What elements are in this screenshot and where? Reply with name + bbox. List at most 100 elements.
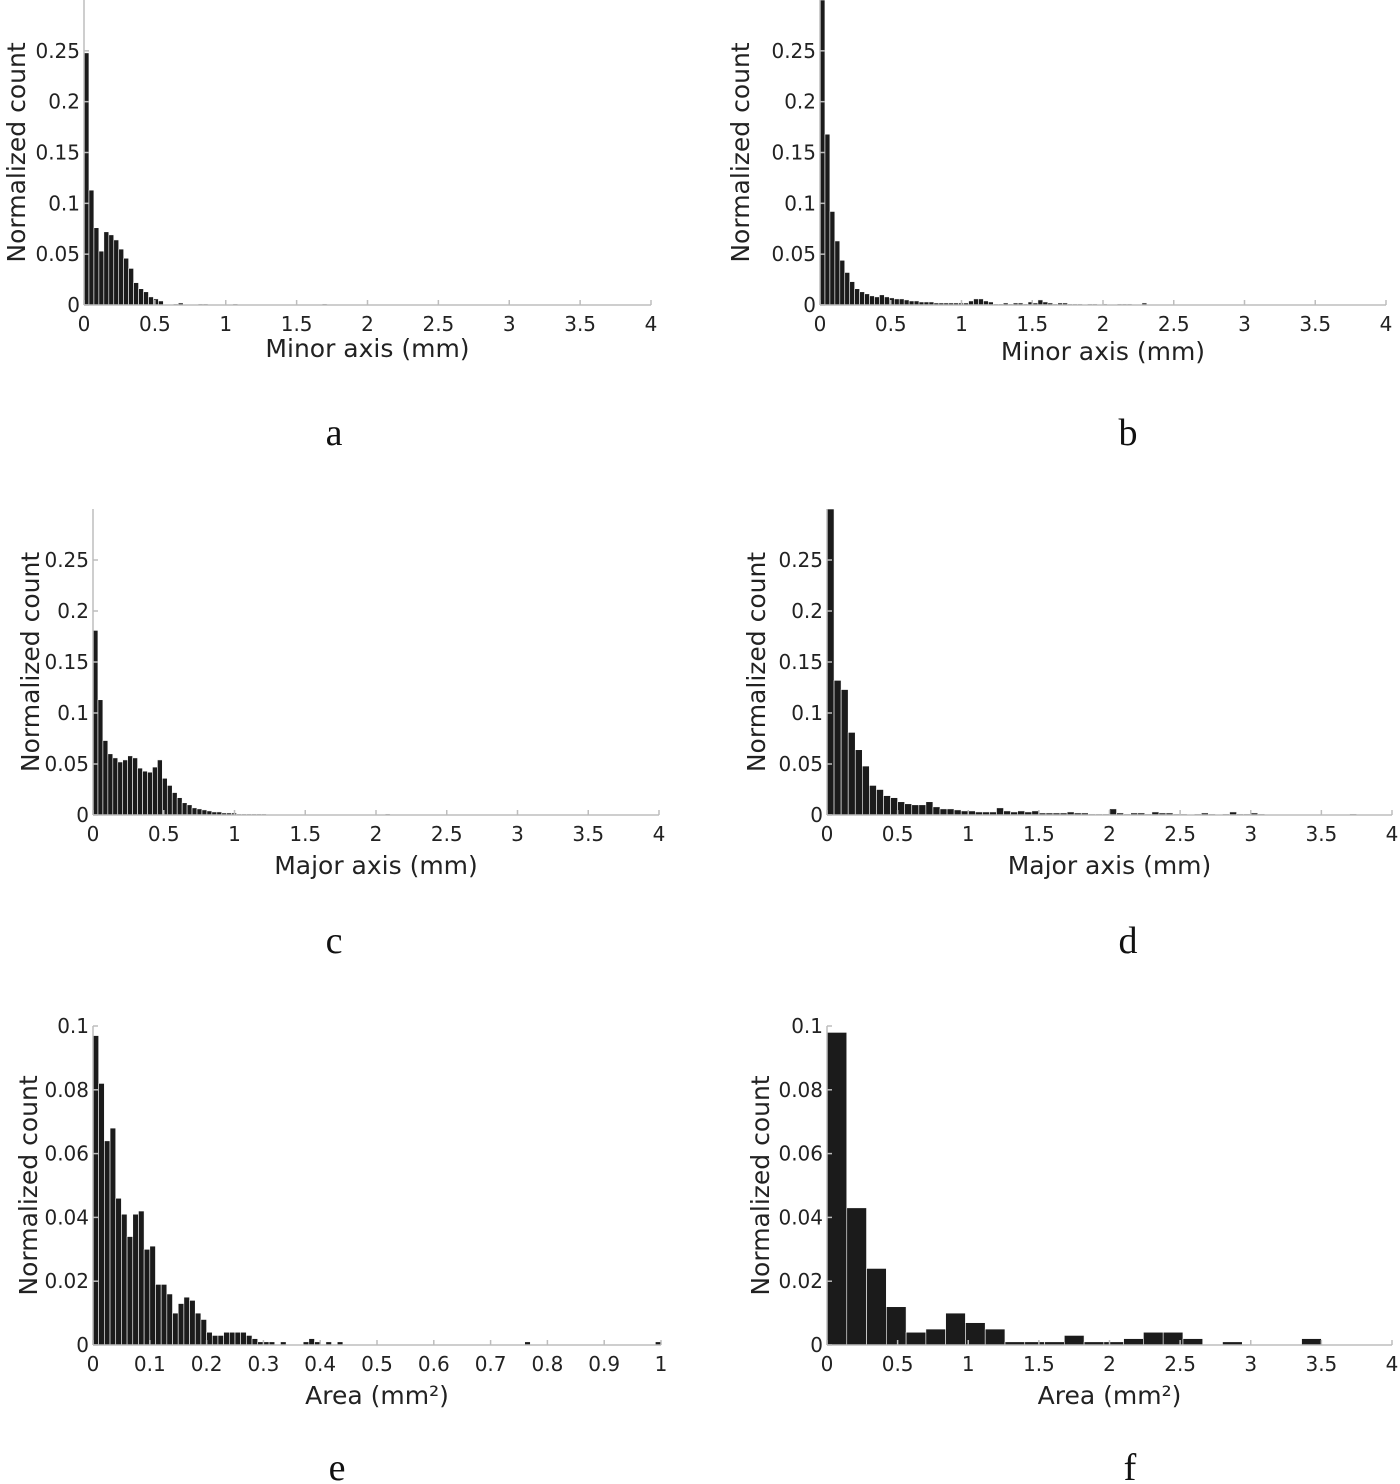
bar-c-20 — [191, 807, 198, 816]
panel-f: 0 0.5 1 1.5 2 2.5 3 3.5 4 0 0.02 0.04 0.06 0.08 0.1 Are… — [746, 1014, 1398, 1484]
bar-a-7 — [118, 248, 124, 306]
bar-b-7 — [854, 288, 860, 306]
bar-e-18 — [194, 1312, 202, 1346]
x-tick-label-c-2: 1 — [228, 822, 241, 846]
bar-d-5 — [862, 765, 870, 816]
y-tick-label-c-5: 0.25 — [44, 548, 89, 572]
bar-d-14 — [925, 801, 934, 816]
bar-b-16 — [898, 298, 905, 306]
x-tick-label-d-4: 2 — [1103, 822, 1116, 846]
panel-d: 0 0.5 1 1.5 2 2.5 3 3.5 4 0 0.05 0.1 0.15 0.2 0.25 Majo… — [742, 508, 1398, 962]
x-tick-label-d-6: 3 — [1244, 822, 1257, 846]
bar-e-19 — [200, 1319, 207, 1346]
x-tick-label-c-7: 3.5 — [572, 822, 604, 846]
bar-e-14 — [172, 1312, 179, 1346]
bar-e-7 — [132, 1213, 139, 1346]
panel-c: 0 0.5 1 1.5 2 2.5 3 3.5 4 0 0.05 0.1 0.15 0.2 0.25 Majo… — [16, 509, 665, 962]
x-tick-label-f-2: 1 — [962, 1352, 975, 1376]
bar-f-16 — [1143, 1331, 1164, 1346]
bar-a-6 — [113, 239, 120, 306]
bar-d-17 — [946, 808, 955, 816]
bar-c-22 — [201, 809, 208, 816]
x-axis-label-f: Area (mm²) — [1038, 1381, 1182, 1410]
bar-c-14 — [162, 777, 168, 816]
y-tick-label-f-0: 0 — [810, 1333, 823, 1357]
x-tick-label-e-10: 1 — [655, 1352, 668, 1376]
x-tick-label-e-0: 0 — [87, 1352, 100, 1376]
y-tick-label-e-0: 0 — [76, 1333, 89, 1357]
bar-e-17 — [189, 1300, 196, 1346]
bar-c-3 — [107, 753, 114, 816]
y-tick-label-f-5: 0.1 — [791, 1014, 823, 1038]
bar-f-15 — [1123, 1338, 1144, 1346]
bar-f-18 — [1182, 1338, 1204, 1346]
y-tick-label-d-4: 0.2 — [791, 599, 823, 623]
bar-b-11 — [874, 296, 880, 306]
bar-b-12 — [879, 294, 885, 306]
y-tick-label-a-4: 0.2 — [48, 90, 80, 114]
bar-b-9 — [864, 293, 870, 306]
x-tick-label-e-9: 0.9 — [588, 1352, 620, 1376]
bar-c-2 — [102, 740, 109, 816]
x-tick-label-b-2: 1 — [955, 312, 968, 336]
bar-e-26 — [240, 1331, 247, 1346]
bar-c-11 — [147, 771, 153, 816]
bar-a-9 — [128, 268, 134, 306]
bar-c-13 — [157, 759, 163, 816]
x-tick-label-e-8: 0.8 — [531, 1352, 563, 1376]
y-tick-label-c-4: 0.2 — [57, 599, 89, 623]
panel-letter-e: e — [329, 1447, 346, 1484]
y-tick-label-d-2: 0.1 — [791, 701, 823, 725]
y-tick-label-f-4: 0.08 — [778, 1078, 823, 1102]
x-axis-label-b: Minor axis (mm) — [1001, 337, 1205, 366]
x-tick-label-a-1: 0.5 — [139, 312, 171, 336]
bar-b-6 — [849, 281, 855, 306]
bar-d-18 — [953, 809, 962, 816]
bar-b-3 — [834, 240, 841, 306]
y-tick-label-a-5: 0.25 — [35, 39, 80, 63]
bar-e-8 — [138, 1210, 145, 1346]
bar-a-12 — [143, 291, 149, 306]
bar-d-40 — [1109, 808, 1117, 816]
y-tick-label-a-0: 0 — [67, 293, 80, 317]
y-axis-label-b: Normalized count — [726, 42, 755, 262]
bar-b-32 — [978, 298, 984, 306]
bar-b-10 — [869, 295, 875, 306]
y-tick-label-e-5: 0.1 — [57, 1014, 89, 1038]
bar-d-12 — [911, 804, 920, 816]
bar-f-2 — [866, 1268, 887, 1346]
bar-e-24 — [229, 1331, 236, 1346]
x-tick-label-f-0: 0 — [821, 1352, 834, 1376]
y-tick-label-e-1: 0.02 — [44, 1269, 89, 1293]
bar-e-28 — [251, 1338, 259, 1346]
bar-a-5 — [108, 234, 115, 306]
bar-e-9 — [143, 1249, 151, 1346]
x-tick-label-d-7: 3.5 — [1305, 822, 1337, 846]
x-tick-label-c-4: 2 — [370, 822, 383, 846]
bar-d-6 — [869, 785, 877, 816]
bar-a-3 — [98, 250, 105, 306]
x-tick-label-a-0: 0 — [78, 312, 91, 336]
panel-letter-d: d — [1119, 920, 1138, 962]
bar-c-7 — [127, 755, 133, 816]
panel-letter-b: b — [1119, 412, 1138, 454]
x-tick-label-a-7: 3.5 — [564, 312, 596, 336]
bar-c-1 — [97, 699, 104, 816]
y-tick-label-a-1: 0.05 — [35, 242, 80, 266]
bar-e-4 — [115, 1197, 122, 1346]
bar-f-6 — [945, 1312, 966, 1346]
bar-d-7 — [876, 789, 884, 816]
bar-e-25 — [234, 1331, 241, 1346]
y-tick-label-b-2: 0.1 — [784, 191, 816, 215]
bar-c-8 — [132, 757, 138, 816]
x-tick-label-f-4: 2 — [1103, 1352, 1116, 1376]
bar-e-0 — [92, 1035, 99, 1346]
y-tick-label-e-4: 0.08 — [44, 1078, 89, 1102]
bar-f-0 — [826, 1032, 848, 1346]
x-tick-label-a-5: 2.5 — [422, 312, 454, 336]
bar-c-21 — [196, 808, 203, 816]
bar-e-12 — [160, 1284, 168, 1346]
x-tick-label-d-0: 0 — [821, 822, 834, 846]
bar-a-1 — [88, 189, 95, 306]
